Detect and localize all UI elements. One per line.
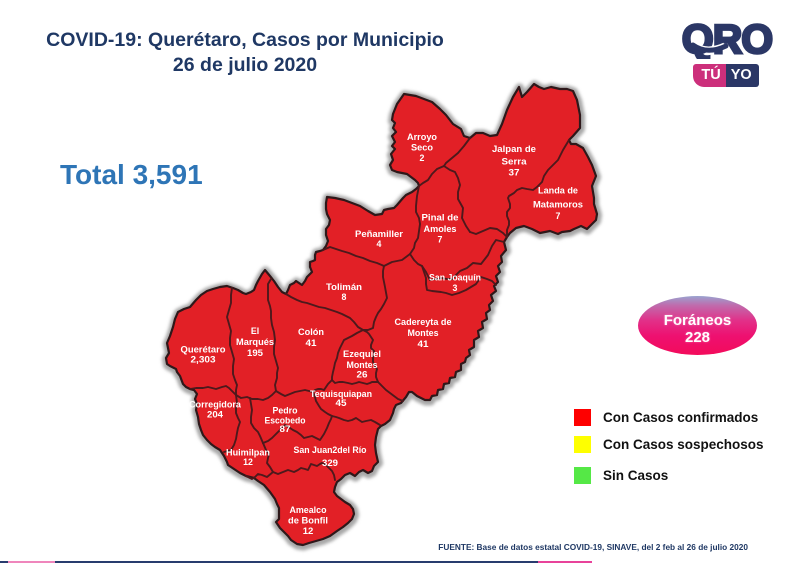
svg-text:195: 195: [247, 348, 263, 358]
svg-text:Marqués: Marqués: [236, 337, 274, 347]
svg-text:Matamoros: Matamoros: [533, 200, 583, 210]
svg-text:Amealco: Amealco: [290, 505, 327, 516]
svg-text:8: 8: [342, 292, 347, 302]
svg-text:Querétaro: Querétaro: [181, 344, 227, 354]
svg-text:204: 204: [207, 410, 223, 420]
svg-text:41: 41: [418, 339, 429, 349]
svg-text:Arroyo: Arroyo: [407, 132, 438, 142]
svg-text:Landa de: Landa de: [538, 186, 578, 196]
svg-text:Huimilpan: Huimilpan: [226, 448, 270, 458]
svg-text:Seco: Seco: [411, 143, 434, 153]
svg-text:37: 37: [509, 168, 520, 178]
svg-text:Pinal de: Pinal de: [422, 213, 459, 223]
svg-text:7: 7: [556, 211, 561, 221]
svg-text:4: 4: [377, 239, 382, 249]
svg-text:26: 26: [357, 370, 368, 380]
svg-text:41: 41: [306, 338, 317, 348]
svg-text:de Bonfil: de Bonfil: [288, 516, 328, 527]
svg-text:QRO: QRO: [682, 16, 773, 59]
svg-text:Amoles: Amoles: [424, 224, 457, 234]
svg-text:329: 329: [322, 458, 338, 469]
svg-text:Ezequiel: Ezequiel: [343, 349, 381, 359]
svg-text:87: 87: [280, 424, 291, 434]
svg-text:2,303: 2,303: [191, 354, 216, 364]
svg-text:2: 2: [420, 153, 425, 163]
svg-text:Peñamiller: Peñamiller: [355, 229, 404, 239]
svg-text:Pedro: Pedro: [273, 406, 299, 416]
svg-text:3: 3: [453, 283, 458, 293]
svg-text:12: 12: [243, 457, 253, 467]
svg-text:45: 45: [336, 398, 347, 408]
svg-text:Tequisquiapan: Tequisquiapan: [310, 389, 372, 399]
svg-text:Montes: Montes: [347, 360, 378, 370]
svg-text:7: 7: [438, 235, 443, 245]
svg-text:Escobedo: Escobedo: [265, 416, 307, 426]
svg-text:San Joaquín: San Joaquín: [429, 273, 481, 283]
svg-text:Tolimán: Tolimán: [326, 282, 362, 292]
svg-text:San Juan2del Río: San Juan2del Río: [294, 445, 367, 456]
svg-text:Jalpan de: Jalpan de: [492, 144, 536, 154]
svg-text:Colón: Colón: [298, 327, 324, 337]
svg-text:Corregidora: Corregidora: [189, 400, 241, 410]
svg-text:El: El: [251, 326, 259, 336]
svg-text:12: 12: [303, 526, 314, 537]
svg-text:Cadereyta de: Cadereyta de: [395, 317, 452, 327]
svg-text:Montes: Montes: [408, 328, 439, 338]
svg-text:Serra: Serra: [502, 157, 527, 167]
